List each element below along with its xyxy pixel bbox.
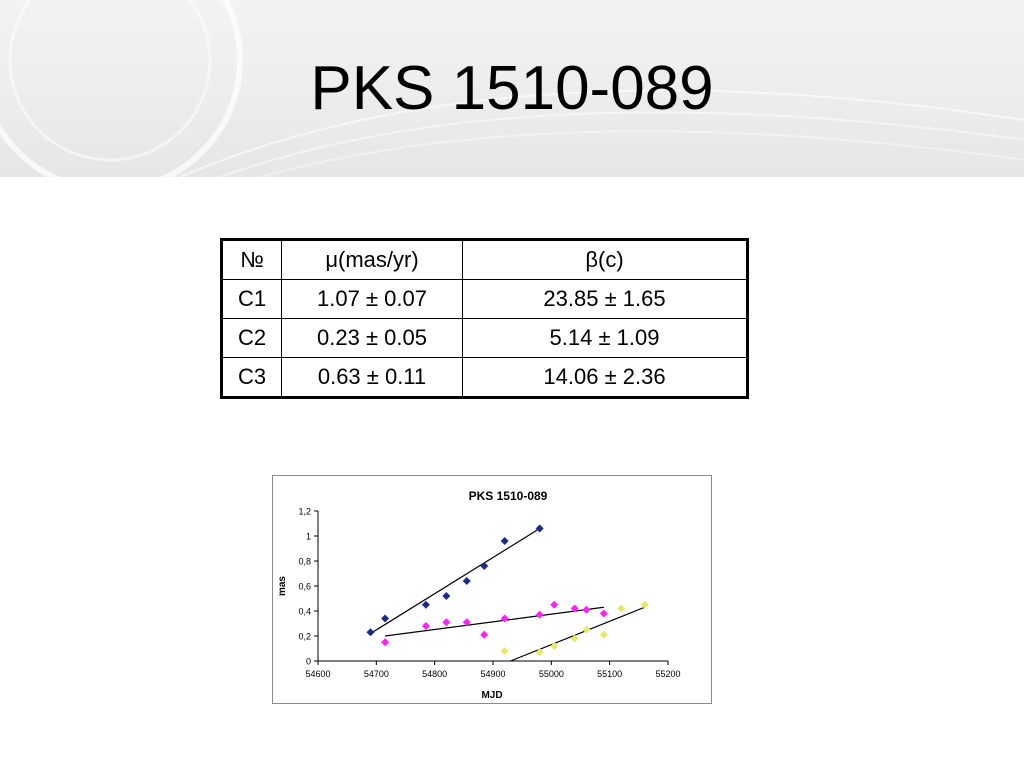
data-point-series-1 [381,614,390,623]
table-cell: 1.07 ± 0.07 [281,279,463,319]
header-decoration [0,0,1024,177]
y-tick-label: 0 [306,657,311,667]
data-point-series-3 [500,647,509,655]
data-point-series-2 [500,614,509,623]
table-cell: 0.63 ± 0.11 [281,357,463,398]
data-point-series-1 [442,592,451,600]
table-cell: 14.06 ± 2.36 [462,357,748,398]
table-cell: C2 [221,318,282,358]
data-point-series-1 [500,537,509,545]
data-point-series-3 [582,625,591,634]
data-point-series-3 [535,648,544,657]
data-point-series-3 [570,634,579,643]
x-tick-label: 54800 [422,669,447,679]
x-tick-label: 54900 [480,669,505,679]
y-axis-label: mas [277,576,288,596]
data-point-series-3 [640,600,649,609]
x-tick-label: 55200 [655,669,680,679]
trend-line-3 [510,606,645,662]
data-point-series-3 [550,642,559,650]
header-cell-number: № [221,239,282,280]
table-cell: C1 [221,279,282,319]
data-point-series-1 [535,524,544,533]
data-point-series-2 [462,618,471,627]
data-point-series-2 [421,622,430,630]
data-point-series-2 [550,600,559,609]
data-point-series-2 [535,610,544,619]
trend-line-2 [385,606,604,637]
y-tick-label: 0,4 [298,607,311,617]
data-point-series-1 [421,600,430,609]
data-point-series-3 [599,630,608,639]
data-point-series-1 [462,577,471,585]
data-point-series-2 [381,638,390,647]
table-row: C2 0.23 ± 0.05 5.14 ± 1.09 [221,318,748,358]
x-axis-label: MJD [481,690,502,701]
data-point-series-1 [366,628,375,637]
chart-panel: PKS 1510-089 mas MJD 0 0,2 0,4 0,6 0,8 1 1,2 54… [272,475,712,704]
y-tick-label: 0,6 [298,582,311,592]
scatter-chart: PKS 1510-089 mas MJD 0 0,2 0,4 0,6 0,8 1 1,2 54… [277,489,681,701]
table-row: C1 1.07 ± 0.07 23.85 ± 1.65 [221,279,748,319]
data-point-series-2 [480,630,489,639]
table-row: C3 0.63 ± 0.11 14.06 ± 2.36 [221,357,748,398]
data-point-series-2 [582,605,591,614]
data-point-series-2 [599,609,608,618]
y-tick-label: 1 [306,532,311,542]
x-tick-label: 54600 [305,669,330,679]
data-point-series-1 [480,562,489,570]
slide-title: PKS 1510-089 [310,54,714,123]
table-cell: C3 [221,357,282,398]
table-cell: 23.85 ± 1.65 [462,279,748,319]
x-tick-label: 54700 [364,669,389,679]
header-cell-beta: β(c) [462,239,748,280]
x-tick-label: 55000 [539,669,564,679]
y-tick-label: 1,2 [298,507,311,517]
table-header-row: № μ(mas/yr) β(c) [221,239,748,280]
table-cell: 5.14 ± 1.09 [462,318,748,358]
y-tick-label: 0,8 [298,557,311,567]
trend-line-1 [370,527,540,635]
x-tick-label: 55100 [597,669,622,679]
chart-title: PKS 1510-089 [469,489,548,503]
table-cell: 0.23 ± 0.05 [281,318,463,358]
data-point-series-3 [617,604,626,613]
data-point-series-2 [442,618,451,627]
y-tick-label: 0,2 [298,632,311,642]
data-point-series-2 [570,604,579,613]
header-band [0,0,1024,177]
header-cell-mu: μ(mas/yr) [281,239,463,280]
results-table: № μ(mas/yr) β(c) C1 1.07 ± 0.07 23.85 ± … [220,238,749,399]
